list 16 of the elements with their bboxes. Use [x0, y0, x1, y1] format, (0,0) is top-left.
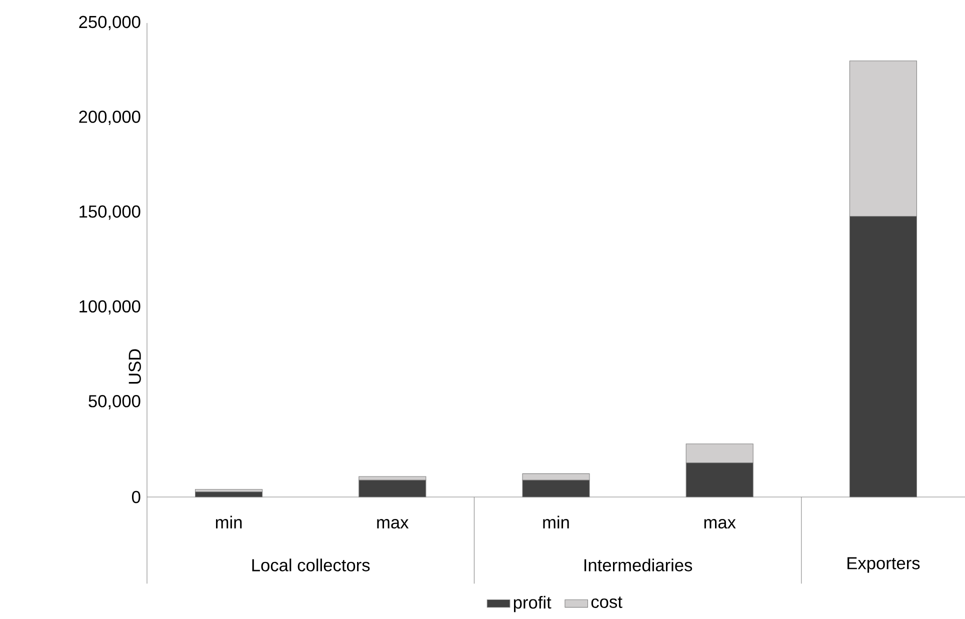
legend-label: profit [514, 596, 552, 612]
y-tick-label: 200,000 [79, 110, 140, 125]
y-axis-title: USD [128, 349, 141, 384]
x-tick-label: max [704, 519, 736, 529]
legend-label: cost [591, 596, 622, 608]
x-tick-label: min [216, 516, 242, 528]
x-tick-label: max [377, 519, 409, 529]
y-tick-label: 100,000 [80, 300, 140, 315]
text: Local collectors [252, 558, 370, 572]
x-tick-label: min [543, 516, 569, 528]
text: Exporters [848, 557, 920, 573]
y-tick-label: 150,000 [80, 205, 140, 220]
y-tick-label: 0 [132, 490, 140, 504]
y-tick-label: 250,000 [79, 16, 140, 30]
y-tick-label: 50,000 [88, 395, 140, 410]
text: Intermediaries [584, 558, 692, 572]
